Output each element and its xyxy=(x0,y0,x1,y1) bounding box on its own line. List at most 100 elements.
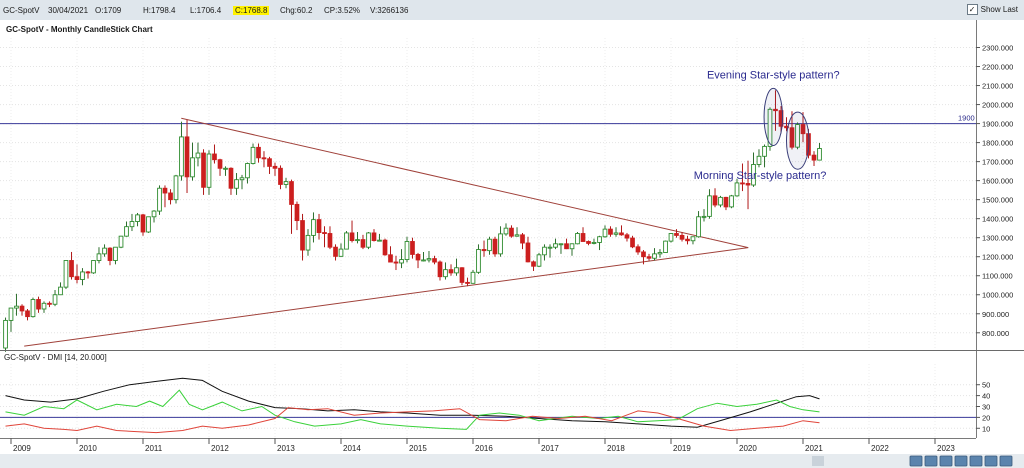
candle-body xyxy=(679,234,685,240)
candle-body xyxy=(140,214,146,233)
candle-body xyxy=(701,215,707,218)
checkbox-icon[interactable]: ✓ xyxy=(966,4,978,15)
nav-prev-icon[interactable] xyxy=(924,455,938,467)
candle-body xyxy=(399,259,404,264)
nav-first-icon[interactable] xyxy=(909,455,923,467)
candle-body xyxy=(223,167,228,170)
chart-title: GC-SpotV - Monthly CandleStick Chart xyxy=(6,25,153,34)
candle-body xyxy=(503,227,509,235)
candle-body xyxy=(564,243,569,250)
candle-body xyxy=(696,216,701,238)
candle-body xyxy=(514,234,520,237)
candle-body xyxy=(641,251,646,258)
candle-body xyxy=(465,281,470,284)
candle-body xyxy=(575,233,580,245)
candle-body xyxy=(558,243,564,246)
price-tick-label: 1300.000 xyxy=(982,234,1013,243)
candle-body xyxy=(635,246,641,253)
candle-body xyxy=(509,227,514,237)
candle-body xyxy=(30,299,36,318)
annotations: Evening Star-style pattern? Morning Star-… xyxy=(694,70,840,183)
candle-body xyxy=(393,261,399,264)
candle-body xyxy=(272,165,278,169)
candle-body xyxy=(745,183,751,186)
candle-body xyxy=(740,182,745,185)
candle-body xyxy=(580,233,586,242)
candle-body xyxy=(113,246,118,261)
year-tick-label: 2010 xyxy=(79,444,97,453)
candle-body xyxy=(613,232,619,235)
candle-body xyxy=(459,267,465,283)
candle-body xyxy=(553,243,558,248)
candle-body xyxy=(586,241,591,244)
zoom-in-icon[interactable] xyxy=(954,455,968,467)
candle-body xyxy=(657,252,663,255)
dmi-grid xyxy=(0,364,976,438)
candle-body xyxy=(228,167,234,189)
low-value: L:1706.4 xyxy=(190,6,222,15)
candle-body xyxy=(212,153,217,161)
close-value: C:1768.8 xyxy=(233,6,270,15)
candle-body xyxy=(520,234,525,244)
candle-body xyxy=(305,234,311,251)
scrollbar-thumb[interactable] xyxy=(812,456,824,466)
candle-body xyxy=(718,196,723,206)
year-tick-label: 2022 xyxy=(871,444,889,453)
candle-body xyxy=(652,253,657,259)
candle-body xyxy=(162,187,168,194)
candle-body xyxy=(547,246,553,249)
zoom-out-icon[interactable] xyxy=(939,455,953,467)
dmi-tick-label: 40 xyxy=(982,392,990,401)
candle-body xyxy=(404,241,410,261)
toolbar: GC-SpotV 30/04/2021 O:1709 H:1798.4 L:17… xyxy=(0,0,1024,21)
annotation-text: Evening Star-style pattern? xyxy=(707,70,840,82)
year-tick-label: 2009 xyxy=(13,444,31,453)
year-tick-label: 2011 xyxy=(145,444,163,453)
change-pct-value: CP:3.52% xyxy=(324,6,361,15)
candle-body xyxy=(723,196,729,208)
year-tick-label: 2020 xyxy=(739,444,757,453)
candle-body xyxy=(410,241,415,255)
high-value: H:1798.4 xyxy=(143,6,176,15)
nav-next-icon[interactable] xyxy=(969,455,983,467)
candle-body xyxy=(102,247,107,255)
price-panel: 1900 Evening Star-style pattern? Morning … xyxy=(0,20,1024,438)
candle-body xyxy=(454,267,459,274)
chart-area[interactable]: 1900 Evening Star-style pattern? Morning … xyxy=(0,20,1024,468)
candle-body xyxy=(476,249,481,273)
candle-body xyxy=(3,319,8,349)
dmi-series-line xyxy=(5,377,820,428)
dmi-tick-label: 30 xyxy=(982,403,990,412)
show-last-toggle[interactable]: ✓ Show Last xyxy=(966,4,1018,15)
year-tick-label: 2019 xyxy=(673,444,691,453)
candle-body xyxy=(355,239,360,242)
candle-body xyxy=(443,269,448,278)
candle-body xyxy=(52,294,58,305)
price-tick-label: 2200.000 xyxy=(982,63,1013,72)
candle-body xyxy=(707,195,712,217)
price-tick-label: 1700.000 xyxy=(982,158,1013,167)
candle-body xyxy=(261,157,267,160)
candle-body xyxy=(531,261,536,267)
candle-body xyxy=(41,302,47,310)
candle-body xyxy=(245,163,250,179)
price-tick-label: 1900.000 xyxy=(982,120,1013,129)
candle-body xyxy=(437,261,443,278)
price-grid xyxy=(0,38,976,350)
candle-body xyxy=(289,181,294,205)
candle-body xyxy=(432,258,437,263)
candle-body xyxy=(360,239,366,248)
candle-body xyxy=(184,136,190,178)
candle-body xyxy=(492,238,498,255)
candle-body xyxy=(179,136,184,177)
settings-icon[interactable] xyxy=(999,455,1013,467)
navigation-buttons[interactable] xyxy=(909,455,1013,467)
annotation-text: Morning Star-style pattern? xyxy=(694,170,827,182)
nav-last-icon[interactable] xyxy=(984,455,998,467)
candle-body xyxy=(124,226,129,237)
candle-body xyxy=(668,233,674,242)
candle-body xyxy=(239,177,245,181)
candle-body xyxy=(646,256,652,259)
candle-body xyxy=(377,239,382,242)
